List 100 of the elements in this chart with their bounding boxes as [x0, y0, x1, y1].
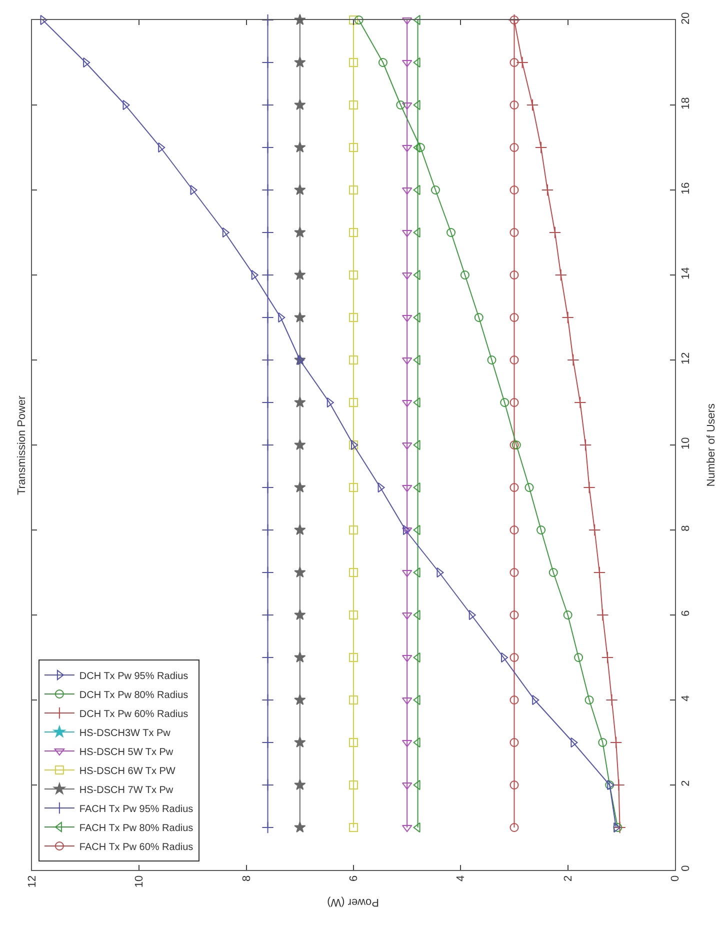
- point: [294, 396, 306, 408]
- point: [294, 736, 306, 748]
- point: [294, 608, 306, 620]
- point: [294, 268, 306, 280]
- point: [262, 651, 274, 664]
- y-tick-label: 12: [680, 352, 692, 364]
- point: [349, 356, 358, 364]
- point: [349, 398, 358, 407]
- point: [567, 354, 580, 366]
- point: [510, 143, 519, 152]
- legend-label: HS-DSCH3W Tx Pw: [79, 728, 172, 739]
- point: [262, 98, 274, 112]
- point: [548, 226, 562, 239]
- point: [262, 821, 274, 834]
- point: [510, 58, 519, 67]
- point: [562, 311, 574, 324]
- point: [596, 608, 609, 622]
- point: [349, 186, 358, 194]
- x-tick-label: 8: [240, 875, 253, 882]
- point: [294, 311, 306, 323]
- point: [610, 736, 622, 749]
- point: [262, 56, 274, 69]
- point: [593, 566, 606, 579]
- point: [349, 16, 358, 24]
- point: [349, 228, 358, 237]
- legend-label: FACH Tx Pw 60% Radius: [79, 842, 194, 853]
- y-tick-label: 10: [680, 437, 692, 450]
- point: [294, 821, 306, 833]
- legend-label: DCH Tx Pw 95% Radius: [79, 670, 188, 682]
- point: [294, 184, 306, 196]
- point: [262, 736, 274, 749]
- point: [446, 228, 456, 237]
- point: [536, 526, 546, 534]
- y-tick-label: 16: [680, 182, 692, 194]
- point: [510, 270, 519, 280]
- y-tick-label: 4: [680, 695, 692, 702]
- y-tick-label: 2: [680, 780, 692, 786]
- point: [510, 398, 519, 407]
- point: [378, 58, 388, 67]
- point: [294, 566, 306, 578]
- point: [262, 778, 274, 792]
- point: [510, 738, 519, 747]
- point: [262, 481, 274, 494]
- point: [510, 568, 519, 577]
- point: [294, 438, 306, 450]
- point: [349, 483, 358, 492]
- point: [262, 354, 274, 366]
- point: [614, 821, 626, 834]
- point: [516, 56, 528, 69]
- point: [349, 780, 358, 790]
- x-tick-label: 10: [134, 875, 146, 888]
- point: [262, 226, 274, 239]
- point: [349, 58, 358, 67]
- point: [349, 313, 358, 322]
- point: [294, 98, 306, 110]
- legend-label: DCH Tx Pw 80% Radius: [79, 690, 188, 701]
- y-tick-label: 6: [680, 610, 692, 616]
- y-tick-label: 8: [680, 525, 692, 532]
- point: [510, 823, 519, 832]
- legend-label: HS-DSCH 7W Tx Pw: [79, 784, 174, 796]
- y-tick-label: 20: [680, 12, 692, 24]
- point: [474, 313, 484, 322]
- point: [541, 184, 554, 196]
- point: [510, 653, 519, 662]
- point: [526, 98, 539, 112]
- point: [510, 313, 519, 322]
- point: [262, 438, 274, 452]
- point: [349, 696, 358, 704]
- point: [262, 396, 274, 409]
- point: [416, 143, 425, 152]
- point: [430, 186, 440, 194]
- point: [262, 141, 274, 154]
- point: [510, 483, 519, 492]
- y-axis-title: Number of Users: [705, 402, 718, 487]
- point: [349, 526, 358, 534]
- point: [574, 653, 584, 662]
- point: [510, 526, 519, 534]
- point: [510, 228, 519, 237]
- point: [510, 186, 519, 194]
- point: [349, 100, 358, 110]
- point: [574, 396, 586, 409]
- point: [262, 184, 274, 196]
- point: [294, 694, 306, 706]
- point: [349, 143, 358, 152]
- y-tick-label: 0: [680, 865, 692, 872]
- point: [598, 738, 608, 747]
- point: [294, 226, 306, 238]
- legend-label: HS-DSCH 6W Tx PW: [79, 766, 176, 777]
- point: [583, 481, 596, 494]
- point: [349, 738, 358, 747]
- point: [606, 694, 618, 706]
- legend-label: FACH Tx Pw 80% Radius: [79, 822, 194, 834]
- y-tick-label: 14: [680, 267, 692, 280]
- legend-label: HS-DSCH 5W Tx Pw: [79, 746, 174, 758]
- point: [584, 696, 594, 704]
- point: [510, 696, 519, 704]
- point: [349, 270, 358, 280]
- point: [612, 778, 625, 792]
- point: [510, 356, 519, 364]
- x-tick-label: 2: [562, 875, 574, 882]
